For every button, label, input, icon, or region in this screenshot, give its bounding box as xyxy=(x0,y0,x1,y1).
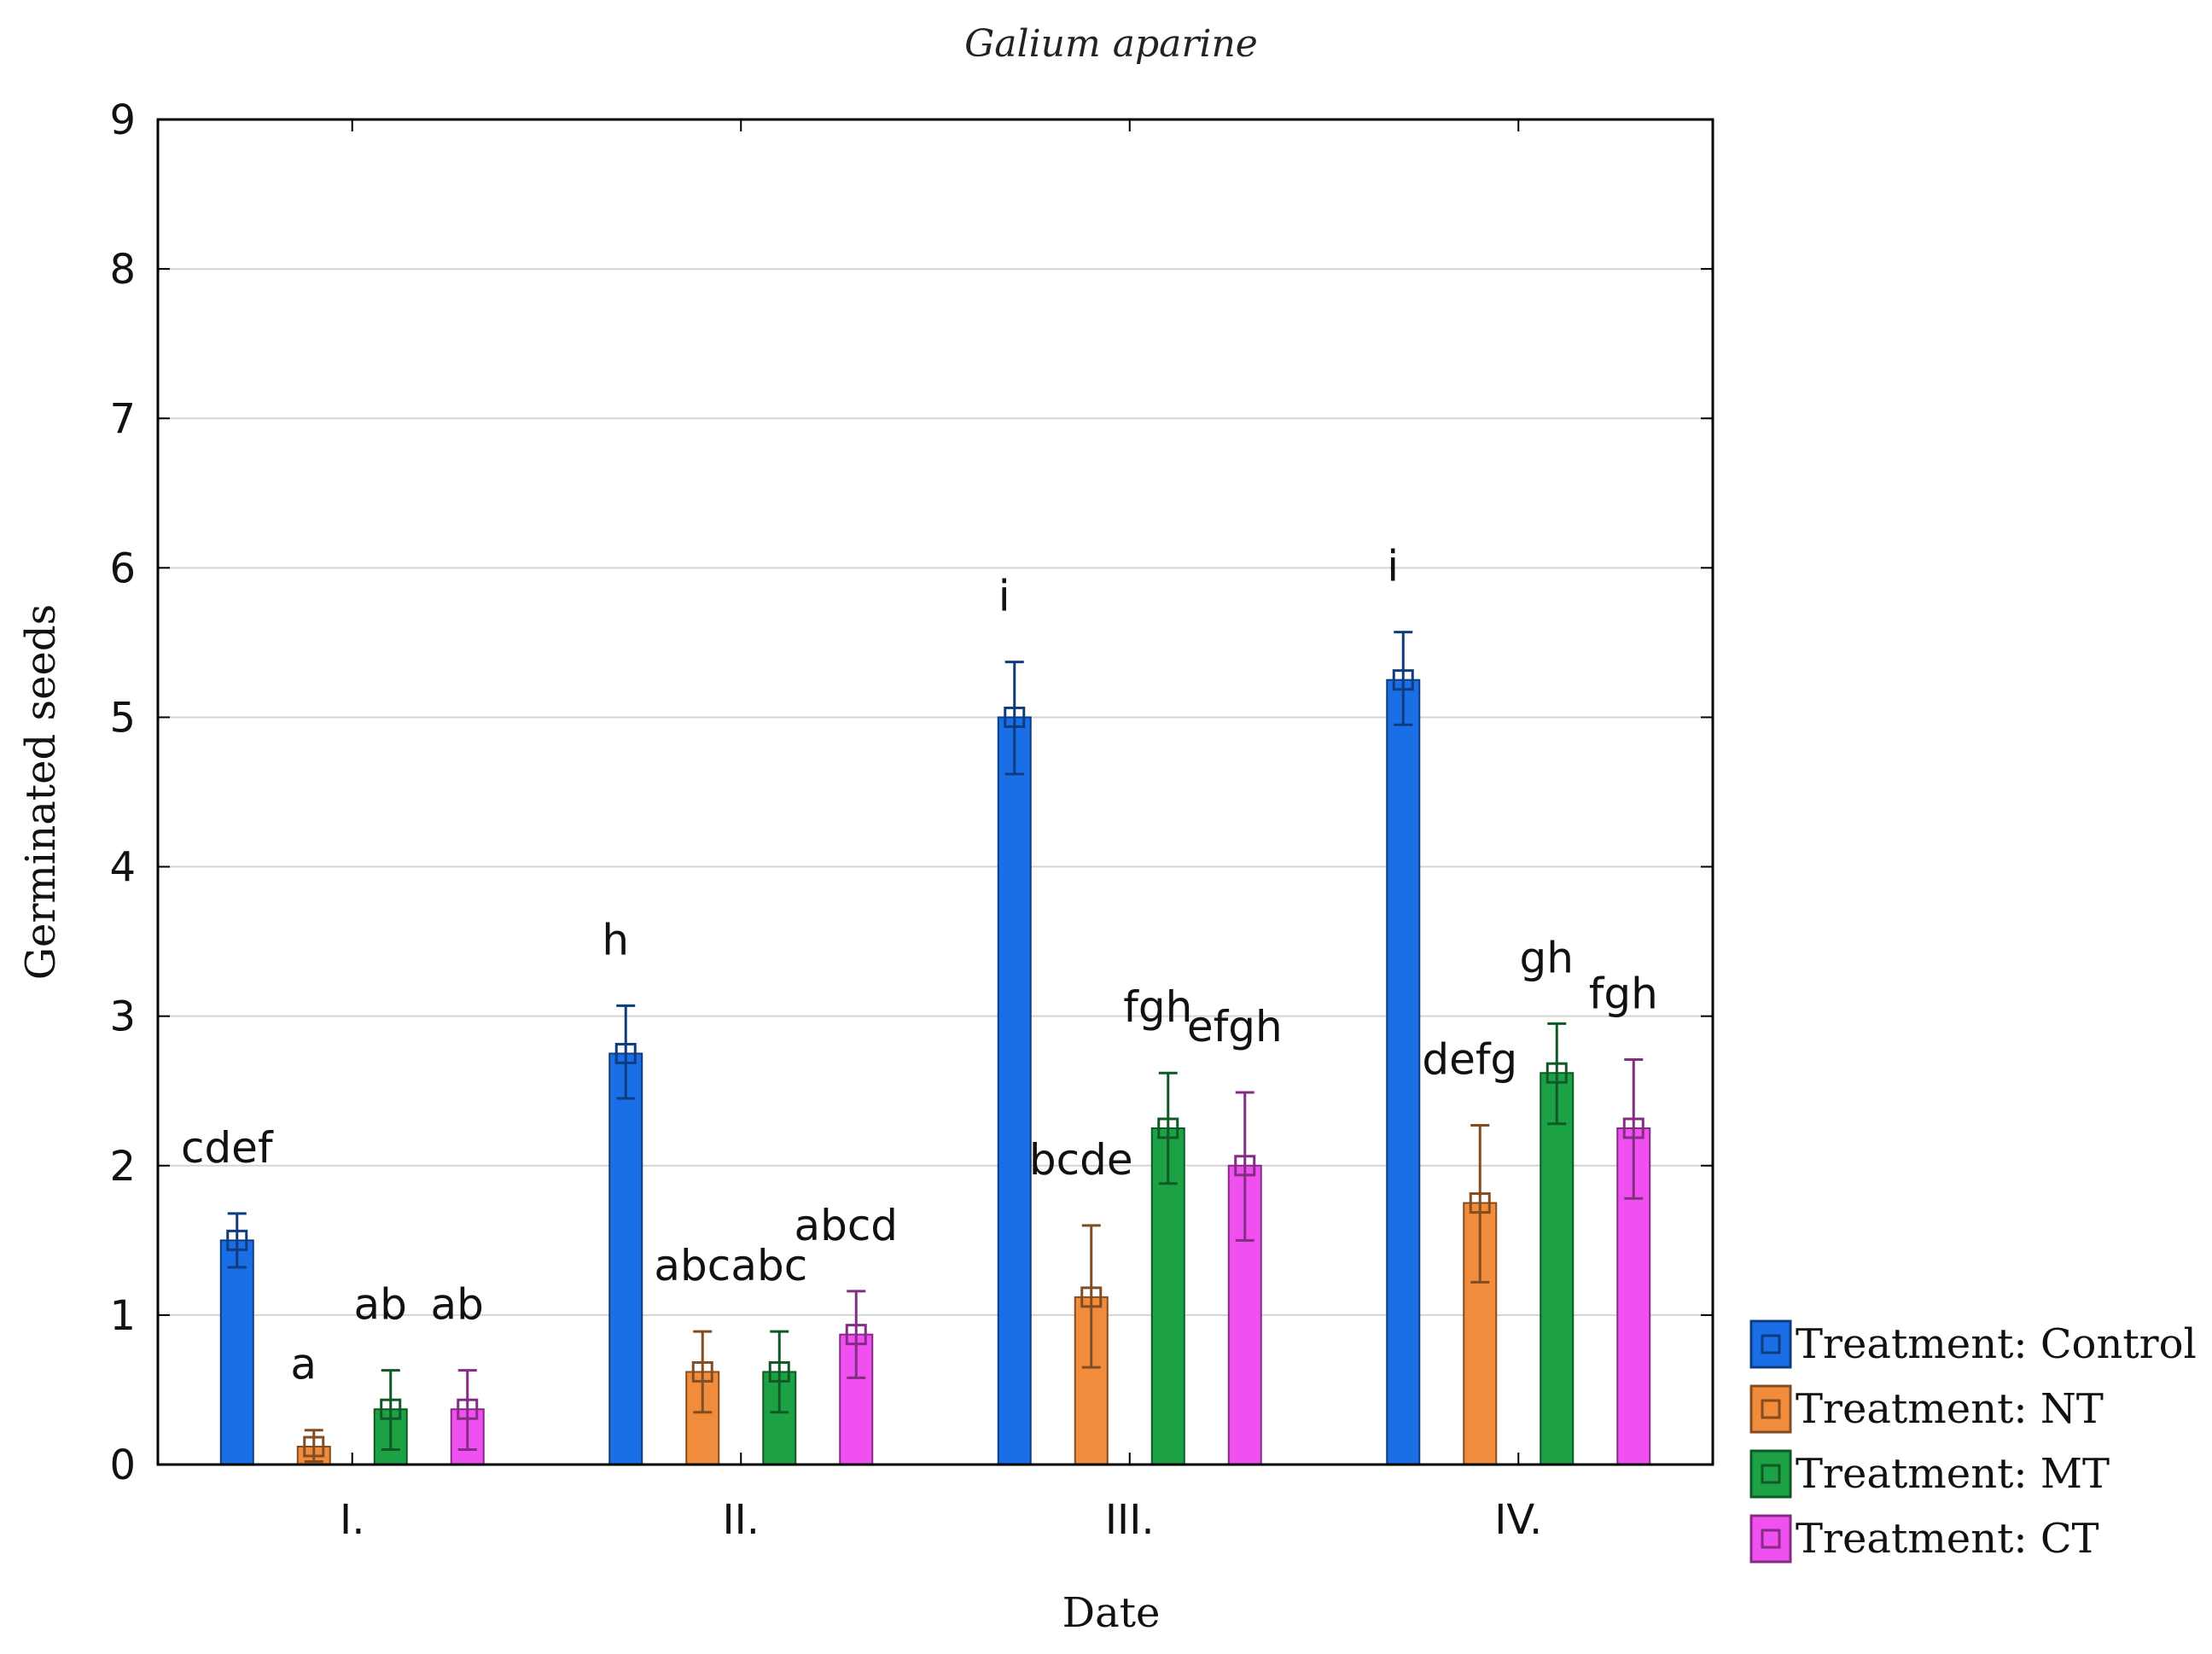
significance-letter: ab xyxy=(354,1280,407,1330)
bar xyxy=(762,1371,797,1466)
y-tick-label: 0 xyxy=(109,1441,136,1489)
mean-marker xyxy=(303,1436,325,1458)
significance-letter: i xyxy=(998,572,1010,621)
chart-title: Galium aparine xyxy=(964,22,1258,66)
legend-swatch xyxy=(1749,1514,1792,1564)
mean-marker xyxy=(1234,1155,1256,1177)
legend-marker xyxy=(1761,1529,1781,1549)
mean-marker xyxy=(1004,706,1026,728)
bar xyxy=(997,716,1032,1465)
y-tick-label: 8 xyxy=(109,246,136,294)
mean-marker xyxy=(226,1229,248,1251)
x-tick-label: IV. xyxy=(1494,1496,1542,1544)
legend-marker xyxy=(1761,1464,1781,1484)
mean-marker xyxy=(1392,669,1414,691)
significance-letter: abc xyxy=(731,1241,807,1290)
y-tick-label: 7 xyxy=(109,395,136,443)
significance-letter: cdef xyxy=(181,1123,274,1173)
mean-marker xyxy=(1545,1062,1568,1084)
mean-marker xyxy=(845,1324,867,1346)
x-axis-title: Date xyxy=(1062,1589,1161,1637)
bar xyxy=(608,1052,643,1465)
mean-marker xyxy=(1080,1286,1103,1308)
mean-marker xyxy=(768,1360,790,1383)
legend-swatch xyxy=(1749,1449,1792,1499)
y-tick-label: 6 xyxy=(109,545,136,592)
significance-letter: abc xyxy=(654,1241,731,1290)
significance-letter: defg xyxy=(1422,1034,1517,1084)
legend-swatch xyxy=(1749,1319,1792,1369)
plot-frame xyxy=(156,118,1714,1466)
legend-label: Treatment: CT xyxy=(1796,1515,2099,1563)
significance-letter: efgh xyxy=(1187,1002,1283,1051)
significance-letter: h xyxy=(602,915,629,964)
y-axis-title: Germinated seeds xyxy=(17,604,65,981)
legend-swatch xyxy=(1749,1384,1792,1434)
significance-letter: i xyxy=(1387,542,1399,591)
significance-letter: fgh xyxy=(1123,982,1192,1032)
legend-label: Treatment: NT xyxy=(1796,1385,2104,1433)
legend-marker xyxy=(1761,1334,1781,1354)
x-tick-label: III. xyxy=(1105,1496,1155,1544)
mean-marker xyxy=(1622,1117,1644,1139)
x-tick-label: I. xyxy=(340,1496,364,1544)
y-tick-label: 2 xyxy=(109,1143,136,1191)
significance-letter: abcd xyxy=(794,1201,898,1250)
significance-letter: fgh xyxy=(1589,969,1658,1018)
mean-marker xyxy=(457,1398,479,1420)
mean-marker xyxy=(691,1360,713,1383)
mean-marker xyxy=(1157,1117,1179,1139)
mean-marker xyxy=(380,1398,402,1420)
y-tick-label: 4 xyxy=(109,844,136,892)
y-tick-label: 9 xyxy=(109,96,136,144)
legend-label: Treatment: MT xyxy=(1796,1450,2110,1498)
mean-marker xyxy=(1469,1192,1491,1214)
y-tick-label: 5 xyxy=(109,694,136,742)
significance-letter: bcde xyxy=(1029,1135,1133,1185)
legend-label: Treatment: Control xyxy=(1796,1320,2197,1368)
significance-letter: gh xyxy=(1520,933,1574,982)
x-tick-label: II. xyxy=(722,1496,760,1544)
y-tick-label: 1 xyxy=(109,1292,136,1340)
significance-letter: ab xyxy=(431,1280,484,1330)
bar xyxy=(219,1239,254,1466)
bar xyxy=(1386,678,1421,1465)
legend-marker xyxy=(1761,1399,1781,1419)
y-tick-label: 3 xyxy=(109,993,136,1041)
bar xyxy=(1540,1072,1575,1465)
significance-letter: a xyxy=(290,1340,317,1389)
mean-marker xyxy=(614,1042,637,1064)
